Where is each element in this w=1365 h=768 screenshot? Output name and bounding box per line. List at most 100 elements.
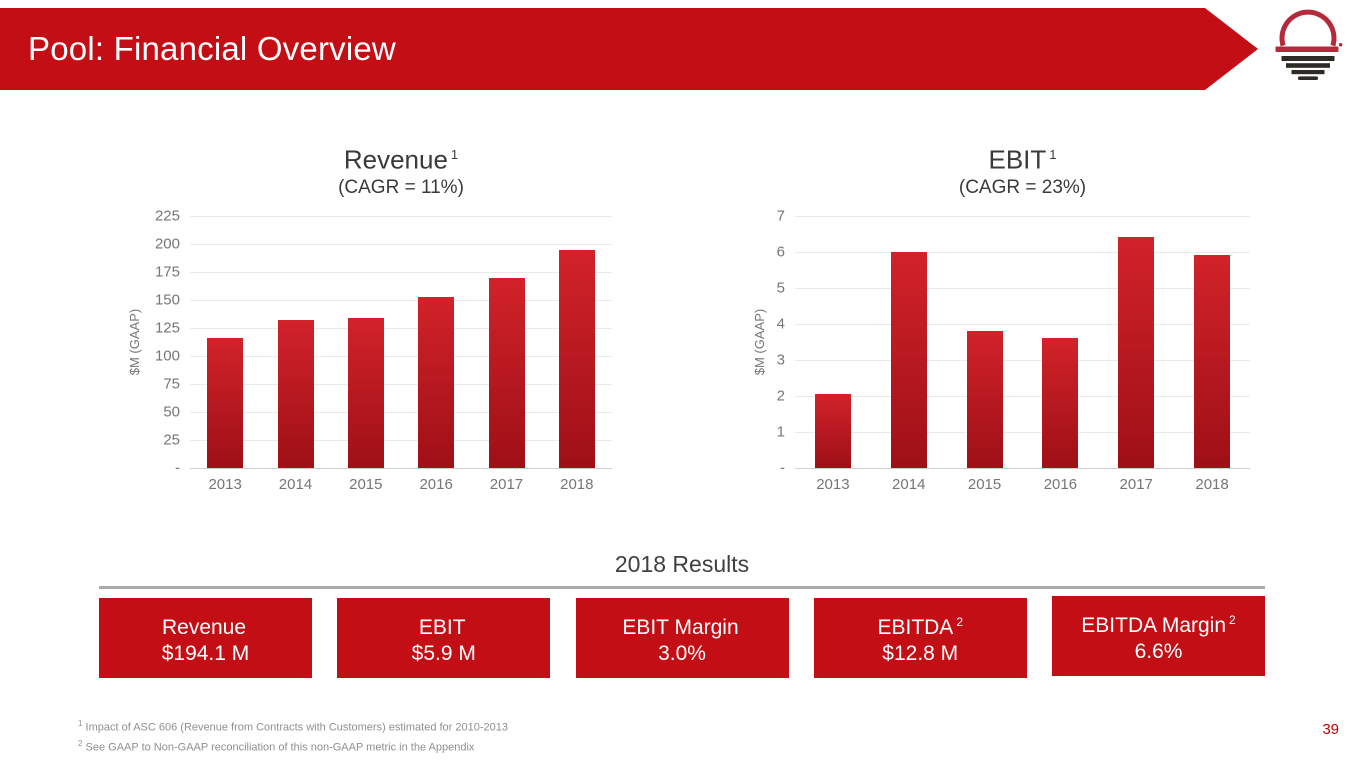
gridline bbox=[190, 243, 612, 245]
y-tick-label: - bbox=[780, 459, 785, 477]
chart-subtitle: (CAGR = 23%) bbox=[958, 176, 1087, 198]
results-section: 2018 Results Revenue $194.1 M EBIT $5.9 … bbox=[99, 551, 1265, 678]
x-tick-label: 2016 bbox=[1043, 475, 1078, 493]
gridline bbox=[190, 439, 612, 441]
y-tick-label: - bbox=[175, 459, 180, 477]
metric-box-ebitda: EBITDA 2 $12.8 M bbox=[813, 598, 1027, 678]
bar-2014 bbox=[277, 319, 314, 468]
gridline bbox=[190, 327, 612, 329]
gridline bbox=[190, 467, 612, 469]
metric-label: EBITDA 2 bbox=[877, 615, 964, 639]
x-axis-labels: 2013 2014 2015 2016 2017 2018 bbox=[190, 476, 612, 493]
x-tick-label: 2018 bbox=[560, 475, 594, 493]
x-tick-label: 2015 bbox=[349, 475, 383, 493]
gridline bbox=[795, 395, 1250, 397]
y-tick-label: 100 bbox=[154, 347, 180, 365]
y-tick-label: 200 bbox=[154, 235, 180, 253]
y-tick-label: 4 bbox=[776, 315, 785, 333]
revenue-chart: Revenue 1 (CAGR = 11%) $M (GAAP) 225 200 17… bbox=[100, 140, 660, 493]
bar-2017 bbox=[1118, 237, 1155, 468]
gridline bbox=[795, 251, 1250, 253]
x-tick-label: 2018 bbox=[1195, 475, 1229, 493]
bar-2017 bbox=[488, 278, 525, 468]
bar-2013 bbox=[207, 337, 244, 468]
chart-title-superscript: 1 bbox=[450, 147, 459, 162]
gridline bbox=[795, 359, 1250, 361]
bar-2018 bbox=[1194, 255, 1231, 468]
y-tick-label: 7 bbox=[776, 207, 785, 225]
gridline bbox=[190, 271, 612, 273]
bar-2013 bbox=[814, 393, 851, 468]
chart-title: EBIT 1 bbox=[795, 140, 1250, 175]
x-tick-label: 2017 bbox=[489, 475, 524, 493]
metric-box-revenue: Revenue $194.1 M bbox=[99, 598, 312, 678]
page-number: 39 bbox=[1322, 721, 1339, 738]
divider-line bbox=[99, 586, 1265, 589]
y-tick-label: 6 bbox=[776, 243, 785, 261]
gridline bbox=[190, 383, 612, 385]
y-tick-label: 1 bbox=[776, 423, 785, 441]
y-tick-label: 2 bbox=[776, 387, 785, 405]
metric-value: $5.9 M bbox=[411, 642, 476, 665]
gridline bbox=[190, 299, 612, 301]
x-tick-label: 2015 bbox=[967, 475, 1002, 493]
chart-title: Revenue 1 bbox=[190, 140, 612, 175]
y-axis-label: $M (GAAP) bbox=[127, 308, 142, 375]
page-title: Pool: Financial Overview bbox=[28, 30, 396, 67]
x-tick-label: 2017 bbox=[1119, 475, 1153, 493]
chart-title-text: Revenue bbox=[343, 144, 448, 175]
bar-2016 bbox=[1042, 338, 1079, 468]
bar-2015 bbox=[347, 317, 384, 468]
chart-title-text: EBIT bbox=[988, 144, 1047, 175]
footnotes: 1 Impact of ASC 606 (Revenue from Contra… bbox=[78, 716, 508, 755]
footnote-2: 2 See GAAP to Non-GAAP reconciliation of… bbox=[78, 738, 475, 754]
gridline bbox=[795, 215, 1250, 217]
metric-box-ebit-margin: EBIT Margin 3.0% bbox=[575, 598, 789, 678]
gridline bbox=[795, 323, 1250, 325]
bar-2015 bbox=[966, 330, 1003, 468]
x-axis-labels: 2013 2014 2015 2016 2017 2018 bbox=[795, 476, 1250, 493]
x-tick-label: 2013 bbox=[208, 475, 242, 493]
metric-value: 3.0% bbox=[658, 642, 706, 665]
chart-title-superscript: 1 bbox=[1049, 147, 1057, 162]
metric-label: EBITDA Margin 2 bbox=[1081, 613, 1236, 637]
y-tick-label: 5 bbox=[776, 279, 785, 297]
metric-label: Revenue bbox=[161, 616, 247, 639]
chart-subtitle: (CAGR = 11%) bbox=[338, 176, 464, 198]
y-axis-label: $M (GAAP) bbox=[752, 308, 767, 375]
y-tick-label: 125 bbox=[154, 319, 180, 337]
gridline bbox=[795, 431, 1250, 433]
x-tick-label: 2013 bbox=[816, 475, 850, 493]
y-tick-label: 25 bbox=[163, 431, 180, 449]
metric-value: $12.8 M bbox=[882, 642, 959, 665]
bar-2018 bbox=[558, 250, 595, 468]
y-tick-label: 75 bbox=[163, 375, 180, 393]
plot-area: $M (GAAP) 7 6 5 4 3 2 1 - bbox=[752, 207, 1250, 476]
plot-area: $M (GAAP) 225 200 175 150 125 100 75 50 25 - bbox=[127, 207, 612, 476]
gridline bbox=[795, 287, 1250, 289]
y-tick-label: 50 bbox=[163, 403, 180, 421]
bar-2016 bbox=[418, 297, 455, 468]
gridline bbox=[795, 467, 1250, 469]
metric-box-ebitda-margin: EBITDA Margin 2 6.6% bbox=[1052, 596, 1265, 676]
y-tick-label: 225 bbox=[154, 207, 180, 225]
title-banner: Pool: Financial Overview bbox=[0, 8, 1258, 90]
x-tick-label: 2014 bbox=[278, 475, 313, 493]
metric-label: EBIT Margin bbox=[622, 616, 739, 639]
bar-2014 bbox=[890, 251, 927, 468]
metric-value: 6.6% bbox=[1134, 640, 1183, 663]
results-heading: 2018 Results bbox=[614, 551, 750, 577]
x-tick-label: 2014 bbox=[892, 475, 926, 493]
x-tick-label: 2016 bbox=[419, 475, 453, 493]
gridline bbox=[190, 355, 612, 357]
y-tick-label: 3 bbox=[776, 351, 785, 369]
footnote-1: 1 Impact of ASC 606 (Revenue from Contra… bbox=[78, 719, 508, 734]
metric-label: EBIT bbox=[418, 616, 466, 639]
metric-boxes: Revenue $194.1 M EBIT $5.9 M EBIT Margin… bbox=[99, 596, 1265, 678]
metric-value: $194.1 M bbox=[161, 642, 250, 665]
metric-box-ebit: EBIT $5.9 M bbox=[337, 598, 551, 678]
y-tick-label: 175 bbox=[154, 263, 180, 281]
y-tick-label: 150 bbox=[154, 291, 180, 309]
